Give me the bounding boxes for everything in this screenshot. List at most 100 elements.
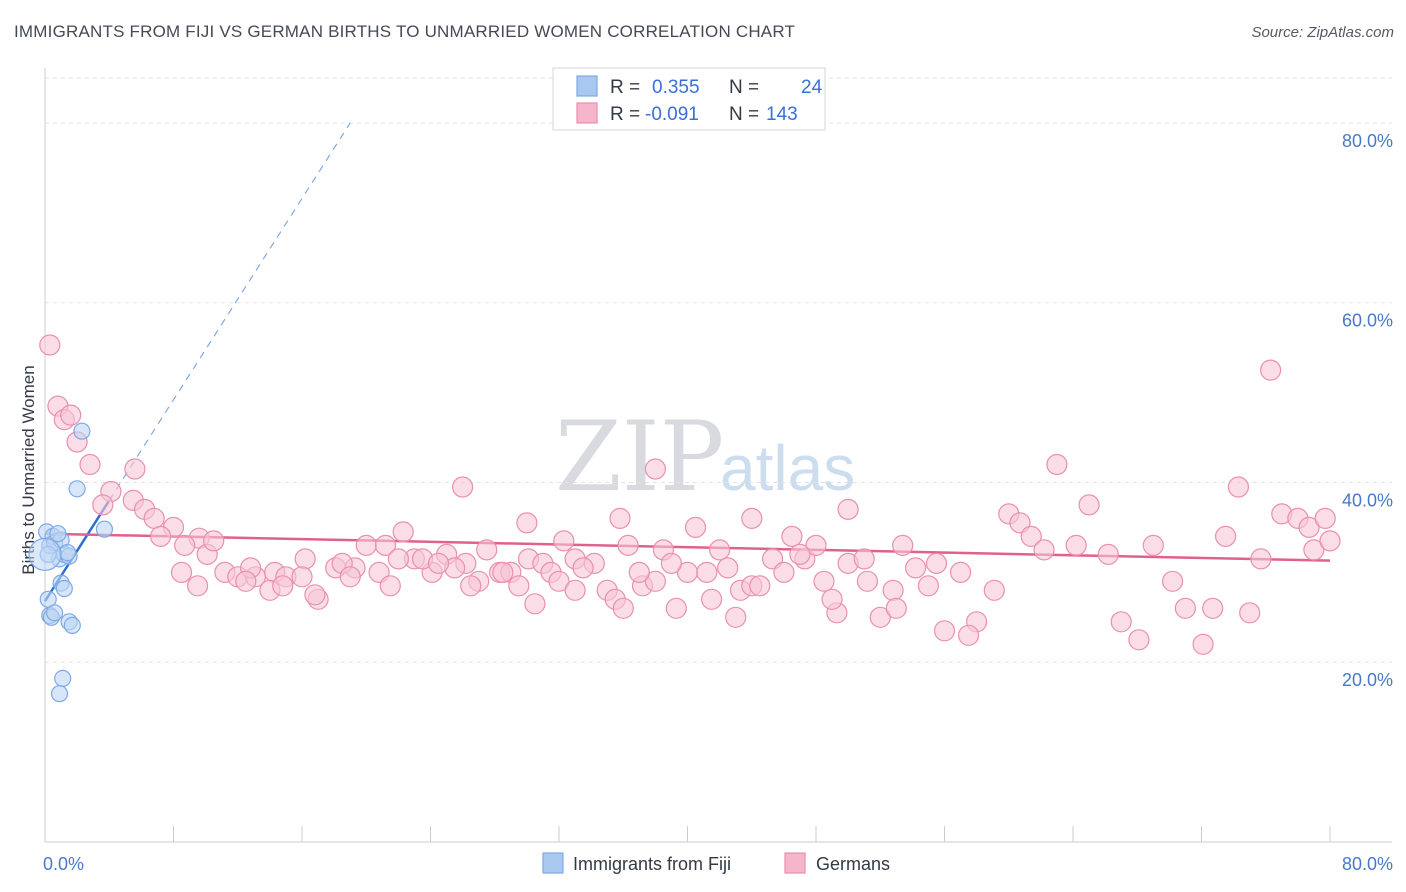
point-germans <box>869 606 891 628</box>
point-germans <box>789 543 811 566</box>
point-germans <box>837 498 859 520</box>
point-germans <box>460 575 482 597</box>
legend-frame <box>552 67 826 131</box>
point-germans <box>684 516 707 539</box>
point-germans <box>379 575 401 597</box>
axes <box>44 68 1392 843</box>
point-germans <box>628 561 650 584</box>
tick-labels: 20.0% 40.0% 60.0% 80.0% 0.0% 80.0% <box>43 131 1393 874</box>
point-germans <box>392 521 414 543</box>
point-germans <box>291 566 313 588</box>
point-germans <box>150 525 172 548</box>
point-germans <box>660 552 683 575</box>
point-germans <box>949 561 972 584</box>
point-germans <box>700 588 723 610</box>
point-germans <box>696 561 718 584</box>
point-germans <box>1174 597 1197 619</box>
point-germans <box>885 597 907 619</box>
legend-box: R = 0.355 N = 24 R = -0.091 N = 143 <box>552 67 826 131</box>
point-germans <box>272 575 294 597</box>
point-germans <box>904 557 927 579</box>
point-germans <box>1192 633 1214 655</box>
point-germans <box>1142 534 1164 557</box>
point-fiji <box>50 685 69 703</box>
legend-swatch-germans <box>576 102 598 124</box>
point-fiji <box>63 616 81 635</box>
legend-n-label-fiji: N = <box>729 77 759 98</box>
point-germans <box>1161 570 1184 592</box>
point-germans <box>1065 534 1087 557</box>
point-germans <box>548 570 570 592</box>
point-fiji <box>54 669 72 688</box>
point-germans <box>1319 530 1341 552</box>
point-germans <box>1227 476 1250 498</box>
point-germans <box>892 534 914 557</box>
point-fiji-large <box>28 537 62 571</box>
point-germans <box>1128 629 1150 651</box>
bottom-legend-label-germans: Germans <box>816 854 890 874</box>
point-germans <box>773 561 795 584</box>
legend-r-value-fiji: 0.355 <box>652 77 700 98</box>
legend-r-label-germans: R = <box>610 104 640 125</box>
y-tick-label: 20.0% <box>1342 670 1393 690</box>
point-germans <box>355 534 377 557</box>
point-germans <box>741 507 763 530</box>
point-germans <box>708 539 731 561</box>
point-germans <box>1303 539 1325 561</box>
point-germans <box>781 525 803 548</box>
point-germans <box>374 534 397 557</box>
point-fiji <box>49 525 67 543</box>
bottom-legend-label-fiji: Immigrants from Fiji <box>573 854 731 874</box>
bottom-legend: Immigrants from Fiji Germans <box>542 852 890 874</box>
point-germans <box>725 606 747 628</box>
trend-line-germans <box>44 532 1331 562</box>
point-germans <box>821 588 843 610</box>
point-germans <box>1110 611 1132 633</box>
watermark-zip: ZIP <box>555 401 724 513</box>
point-germans <box>294 548 316 570</box>
legend-n-value-germans: 143 <box>766 104 798 125</box>
point-germans <box>387 548 409 570</box>
point-germans <box>644 458 667 480</box>
point-fiji <box>95 520 114 538</box>
point-germans <box>717 557 739 579</box>
point-germans <box>644 570 667 592</box>
legend-r-value-germans: -0.091 <box>645 104 699 125</box>
point-germans <box>917 575 940 597</box>
point-germans <box>853 548 875 570</box>
legend-r-label-fiji: R = <box>610 77 640 98</box>
point-germans <box>427 552 450 575</box>
legend-swatch-fiji <box>576 75 598 97</box>
y-tick-label: 60.0% <box>1342 311 1393 331</box>
point-germans <box>92 494 114 516</box>
point-germans <box>805 534 827 557</box>
point-fiji <box>68 480 86 498</box>
watermark-atlas: atlas <box>720 432 855 504</box>
point-germans <box>39 334 61 356</box>
point-germans <box>143 507 165 530</box>
point-germans <box>1214 525 1237 548</box>
point-germans <box>564 579 586 601</box>
point-germans <box>612 597 634 619</box>
point-germans <box>235 570 257 592</box>
point-germans <box>983 579 1005 601</box>
point-germans <box>524 593 546 615</box>
point-fiji <box>45 604 64 622</box>
point-germans <box>1097 543 1119 566</box>
point-germans <box>856 570 879 592</box>
point-germans <box>1078 494 1100 516</box>
point-germans <box>1020 525 1042 548</box>
point-fiji <box>55 579 73 598</box>
y-tick-label: 40.0% <box>1342 490 1393 510</box>
point-germans <box>1033 539 1055 561</box>
point-germans <box>1250 548 1272 570</box>
point-germans <box>813 570 835 592</box>
point-germans <box>572 557 594 579</box>
point-germans <box>553 530 575 552</box>
point-germans <box>79 453 101 476</box>
point-germans <box>174 534 196 557</box>
point-germans <box>60 404 82 426</box>
point-germans <box>339 566 361 588</box>
point-germans <box>882 579 904 601</box>
